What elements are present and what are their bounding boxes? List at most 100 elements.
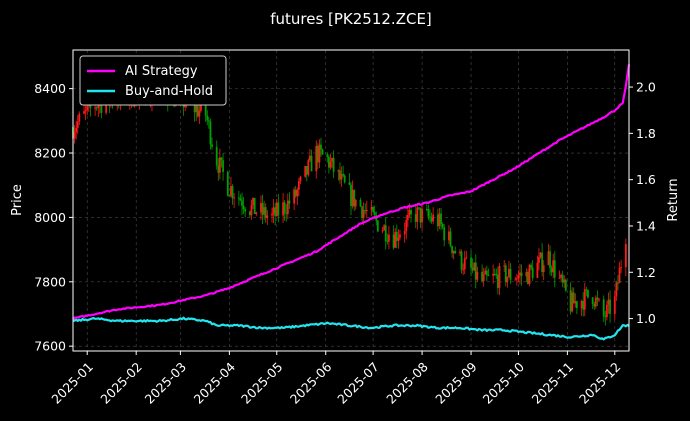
candle-body: [561, 274, 564, 283]
candle-body: [207, 120, 210, 122]
candle-body: [318, 144, 321, 163]
candle-body: [342, 173, 345, 176]
candle-body: [558, 277, 561, 279]
candle-body: [618, 267, 621, 284]
candle-body: [408, 210, 411, 216]
candle-body: [242, 205, 245, 210]
candle-body: [449, 231, 452, 247]
candle-body: [217, 165, 220, 173]
candle-body: [304, 166, 307, 177]
candle-body: [351, 189, 354, 207]
candle-body: [198, 110, 201, 117]
candle-body: [230, 186, 232, 196]
candle-body: [348, 182, 351, 185]
candle-body: [307, 160, 310, 175]
candle-body: [459, 251, 461, 254]
candle-body: [473, 262, 476, 271]
candle-body: [414, 214, 417, 222]
candle-body: [381, 230, 384, 232]
candle-body: [575, 301, 578, 309]
candle-body: [239, 198, 242, 201]
candle-body: [465, 257, 468, 259]
candle-body: [403, 231, 406, 235]
ai-strategy-line: [72, 64, 631, 321]
candle-body: [184, 104, 187, 108]
candle-body: [83, 111, 85, 114]
right-tick-label: 2.0: [636, 80, 656, 95]
candle-body: [297, 181, 300, 190]
buy-and-hold-line: [72, 316, 630, 341]
candle-body: [326, 154, 329, 157]
chart-title: futures [PK2512.ZCE]: [270, 10, 432, 28]
candle-body: [204, 101, 207, 116]
candle-body: [222, 160, 224, 172]
candle-body: [237, 197, 240, 199]
candle-body: [613, 296, 616, 314]
candle-body: [503, 265, 506, 267]
candle-body: [598, 299, 600, 301]
candle-body: [260, 203, 262, 213]
candle-body: [553, 260, 556, 278]
candle-body: [515, 278, 518, 280]
candle-body: [209, 121, 212, 145]
candle-body: [496, 274, 499, 288]
candle-body: [451, 246, 453, 254]
candle-body: [492, 273, 495, 276]
candle-body: [220, 157, 223, 161]
candle-body: [563, 279, 566, 283]
candle-body: [353, 189, 356, 207]
candle-body: [615, 282, 618, 297]
candle-body: [296, 189, 299, 197]
candle-body: [361, 206, 363, 219]
candle-body: [244, 209, 247, 212]
candle-body: [299, 176, 302, 182]
candle-body: [309, 155, 311, 161]
candle-body: [572, 292, 575, 304]
candle-body: [495, 274, 498, 276]
candle-body: [493, 273, 496, 275]
candle-body: [541, 252, 544, 272]
candle-body: [528, 264, 531, 285]
candle-body: [506, 276, 509, 283]
right-tick-label: 1.0: [636, 311, 656, 326]
candle-body: [593, 303, 596, 307]
left-tick-label: 8200: [34, 146, 66, 161]
candle-body: [376, 220, 379, 232]
candle-body: [343, 175, 346, 183]
candle-body: [410, 210, 412, 215]
candle-body: [536, 262, 539, 278]
candle-body: [249, 211, 251, 216]
right-tick-label: 1.2: [636, 265, 656, 280]
candle-body: [388, 234, 390, 242]
right-tick-label: 1.4: [636, 218, 656, 233]
candle-body: [602, 299, 605, 317]
candle-body: [594, 297, 597, 307]
candle-body: [75, 127, 78, 133]
candle-body: [253, 197, 256, 214]
candle-body: [370, 206, 373, 211]
candle-body: [427, 209, 430, 217]
candle-body: [286, 200, 289, 214]
candle-body: [542, 265, 545, 272]
candle-body: [463, 258, 466, 270]
candle-body: [394, 231, 397, 248]
left-tick-label: 7600: [34, 339, 66, 354]
candle-body: [362, 210, 365, 219]
candle-body: [193, 100, 196, 113]
candle-body: [552, 260, 555, 273]
right-tick-label: 1.6: [636, 172, 656, 187]
candle-body: [416, 207, 419, 222]
candle-body: [520, 272, 523, 277]
candle-body: [272, 207, 275, 214]
candle-body: [470, 257, 472, 268]
candle-body: [384, 225, 387, 242]
plot-frame: [72, 49, 630, 352]
candle-body: [305, 166, 308, 175]
candle-body: [508, 269, 510, 277]
candle-body: [504, 265, 507, 283]
candle-body: [133, 105, 136, 107]
left-tick-label: 8400: [34, 81, 66, 96]
candle-body: [587, 289, 589, 298]
candle-body: [397, 237, 400, 241]
